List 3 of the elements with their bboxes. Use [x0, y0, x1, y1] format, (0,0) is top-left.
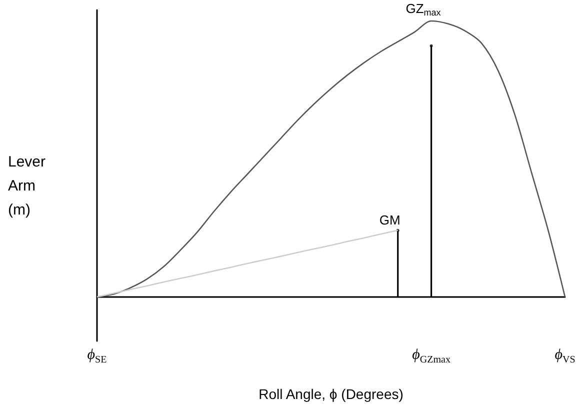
- x-axis-title: Roll Angle, ϕ (Degrees): [258, 386, 404, 402]
- annotation: GM: [379, 212, 400, 228]
- y-axis-title: Lever Arm (m): [8, 154, 46, 218]
